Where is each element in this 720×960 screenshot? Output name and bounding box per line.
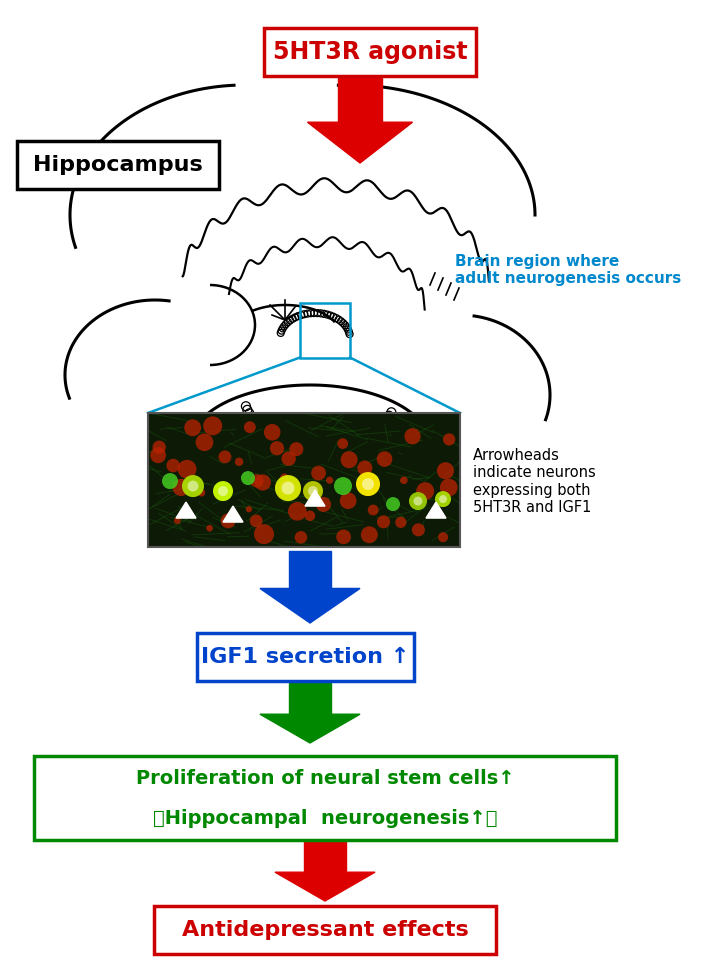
Circle shape xyxy=(440,479,458,496)
Circle shape xyxy=(206,525,213,532)
Circle shape xyxy=(412,523,425,537)
Circle shape xyxy=(203,417,222,436)
Circle shape xyxy=(255,474,271,491)
FancyBboxPatch shape xyxy=(154,906,496,954)
Text: Proliferation of neural stem cells↑: Proliferation of neural stem cells↑ xyxy=(135,770,514,788)
Circle shape xyxy=(336,530,351,544)
Circle shape xyxy=(326,476,333,484)
Circle shape xyxy=(416,482,434,500)
Polygon shape xyxy=(338,78,382,122)
Circle shape xyxy=(282,482,294,494)
Polygon shape xyxy=(304,841,346,873)
Circle shape xyxy=(341,451,358,468)
Circle shape xyxy=(246,506,252,513)
Polygon shape xyxy=(260,588,360,623)
Circle shape xyxy=(289,443,303,456)
Circle shape xyxy=(187,481,199,492)
Circle shape xyxy=(405,428,420,444)
Circle shape xyxy=(153,441,166,454)
Circle shape xyxy=(340,492,356,509)
Circle shape xyxy=(316,497,331,512)
Circle shape xyxy=(250,474,264,488)
Circle shape xyxy=(400,476,408,484)
Circle shape xyxy=(288,502,307,520)
Text: Brain region where
adult neurogenesis occurs: Brain region where adult neurogenesis oc… xyxy=(455,253,681,286)
Polygon shape xyxy=(305,490,325,506)
Circle shape xyxy=(282,451,296,466)
Polygon shape xyxy=(176,502,196,518)
Text: Antidepressant effects: Antidepressant effects xyxy=(181,920,469,940)
Circle shape xyxy=(270,442,284,455)
Circle shape xyxy=(280,473,289,482)
Circle shape xyxy=(395,516,407,528)
FancyBboxPatch shape xyxy=(264,28,476,76)
Circle shape xyxy=(235,458,243,466)
Circle shape xyxy=(173,479,190,496)
Circle shape xyxy=(409,492,427,510)
Circle shape xyxy=(162,473,178,489)
Circle shape xyxy=(178,460,197,479)
Circle shape xyxy=(218,486,228,496)
Circle shape xyxy=(218,450,231,464)
FancyBboxPatch shape xyxy=(34,756,616,840)
Circle shape xyxy=(443,433,455,445)
Circle shape xyxy=(308,486,318,496)
Circle shape xyxy=(334,477,352,495)
Circle shape xyxy=(435,492,451,507)
Circle shape xyxy=(250,515,263,527)
Circle shape xyxy=(305,511,315,521)
Circle shape xyxy=(361,526,378,543)
Circle shape xyxy=(439,495,447,503)
Text: （Hippocampal  neurogenesis↑）: （Hippocampal neurogenesis↑） xyxy=(153,808,498,828)
Circle shape xyxy=(196,433,213,451)
Polygon shape xyxy=(289,683,331,714)
Circle shape xyxy=(254,524,274,544)
Circle shape xyxy=(264,424,281,441)
Circle shape xyxy=(197,489,205,496)
FancyBboxPatch shape xyxy=(17,141,219,189)
Circle shape xyxy=(357,461,372,475)
Polygon shape xyxy=(223,506,243,522)
Circle shape xyxy=(275,475,301,501)
FancyBboxPatch shape xyxy=(197,633,413,681)
Text: 5HT3R agonist: 5HT3R agonist xyxy=(273,40,467,64)
Circle shape xyxy=(437,462,454,479)
Text: Arrowheads
indicate neurons
expressing both
5HT3R and IGF1: Arrowheads indicate neurons expressing b… xyxy=(473,448,595,516)
Circle shape xyxy=(213,481,233,501)
Circle shape xyxy=(362,478,374,490)
Circle shape xyxy=(356,472,380,496)
Circle shape xyxy=(386,497,400,511)
Circle shape xyxy=(241,471,255,485)
Circle shape xyxy=(377,516,390,528)
Circle shape xyxy=(311,466,326,480)
Circle shape xyxy=(438,532,448,542)
Polygon shape xyxy=(260,714,360,743)
Circle shape xyxy=(150,447,166,463)
Circle shape xyxy=(368,505,379,516)
Polygon shape xyxy=(426,502,446,518)
Circle shape xyxy=(220,514,235,528)
Circle shape xyxy=(338,438,348,449)
Text: IGF1 secretion ↑: IGF1 secretion ↑ xyxy=(201,647,409,667)
Bar xyxy=(148,413,460,547)
Circle shape xyxy=(244,421,256,433)
Circle shape xyxy=(303,481,323,501)
Circle shape xyxy=(166,459,180,472)
Circle shape xyxy=(377,451,392,467)
Circle shape xyxy=(294,531,307,543)
Polygon shape xyxy=(289,551,331,588)
Circle shape xyxy=(279,480,294,494)
Bar xyxy=(300,302,350,357)
Polygon shape xyxy=(307,122,413,163)
Polygon shape xyxy=(275,873,375,901)
Circle shape xyxy=(174,517,181,524)
Circle shape xyxy=(184,420,201,436)
Text: Hippocampus: Hippocampus xyxy=(33,155,203,175)
Circle shape xyxy=(413,496,423,506)
Bar xyxy=(148,413,460,547)
Circle shape xyxy=(182,475,204,497)
